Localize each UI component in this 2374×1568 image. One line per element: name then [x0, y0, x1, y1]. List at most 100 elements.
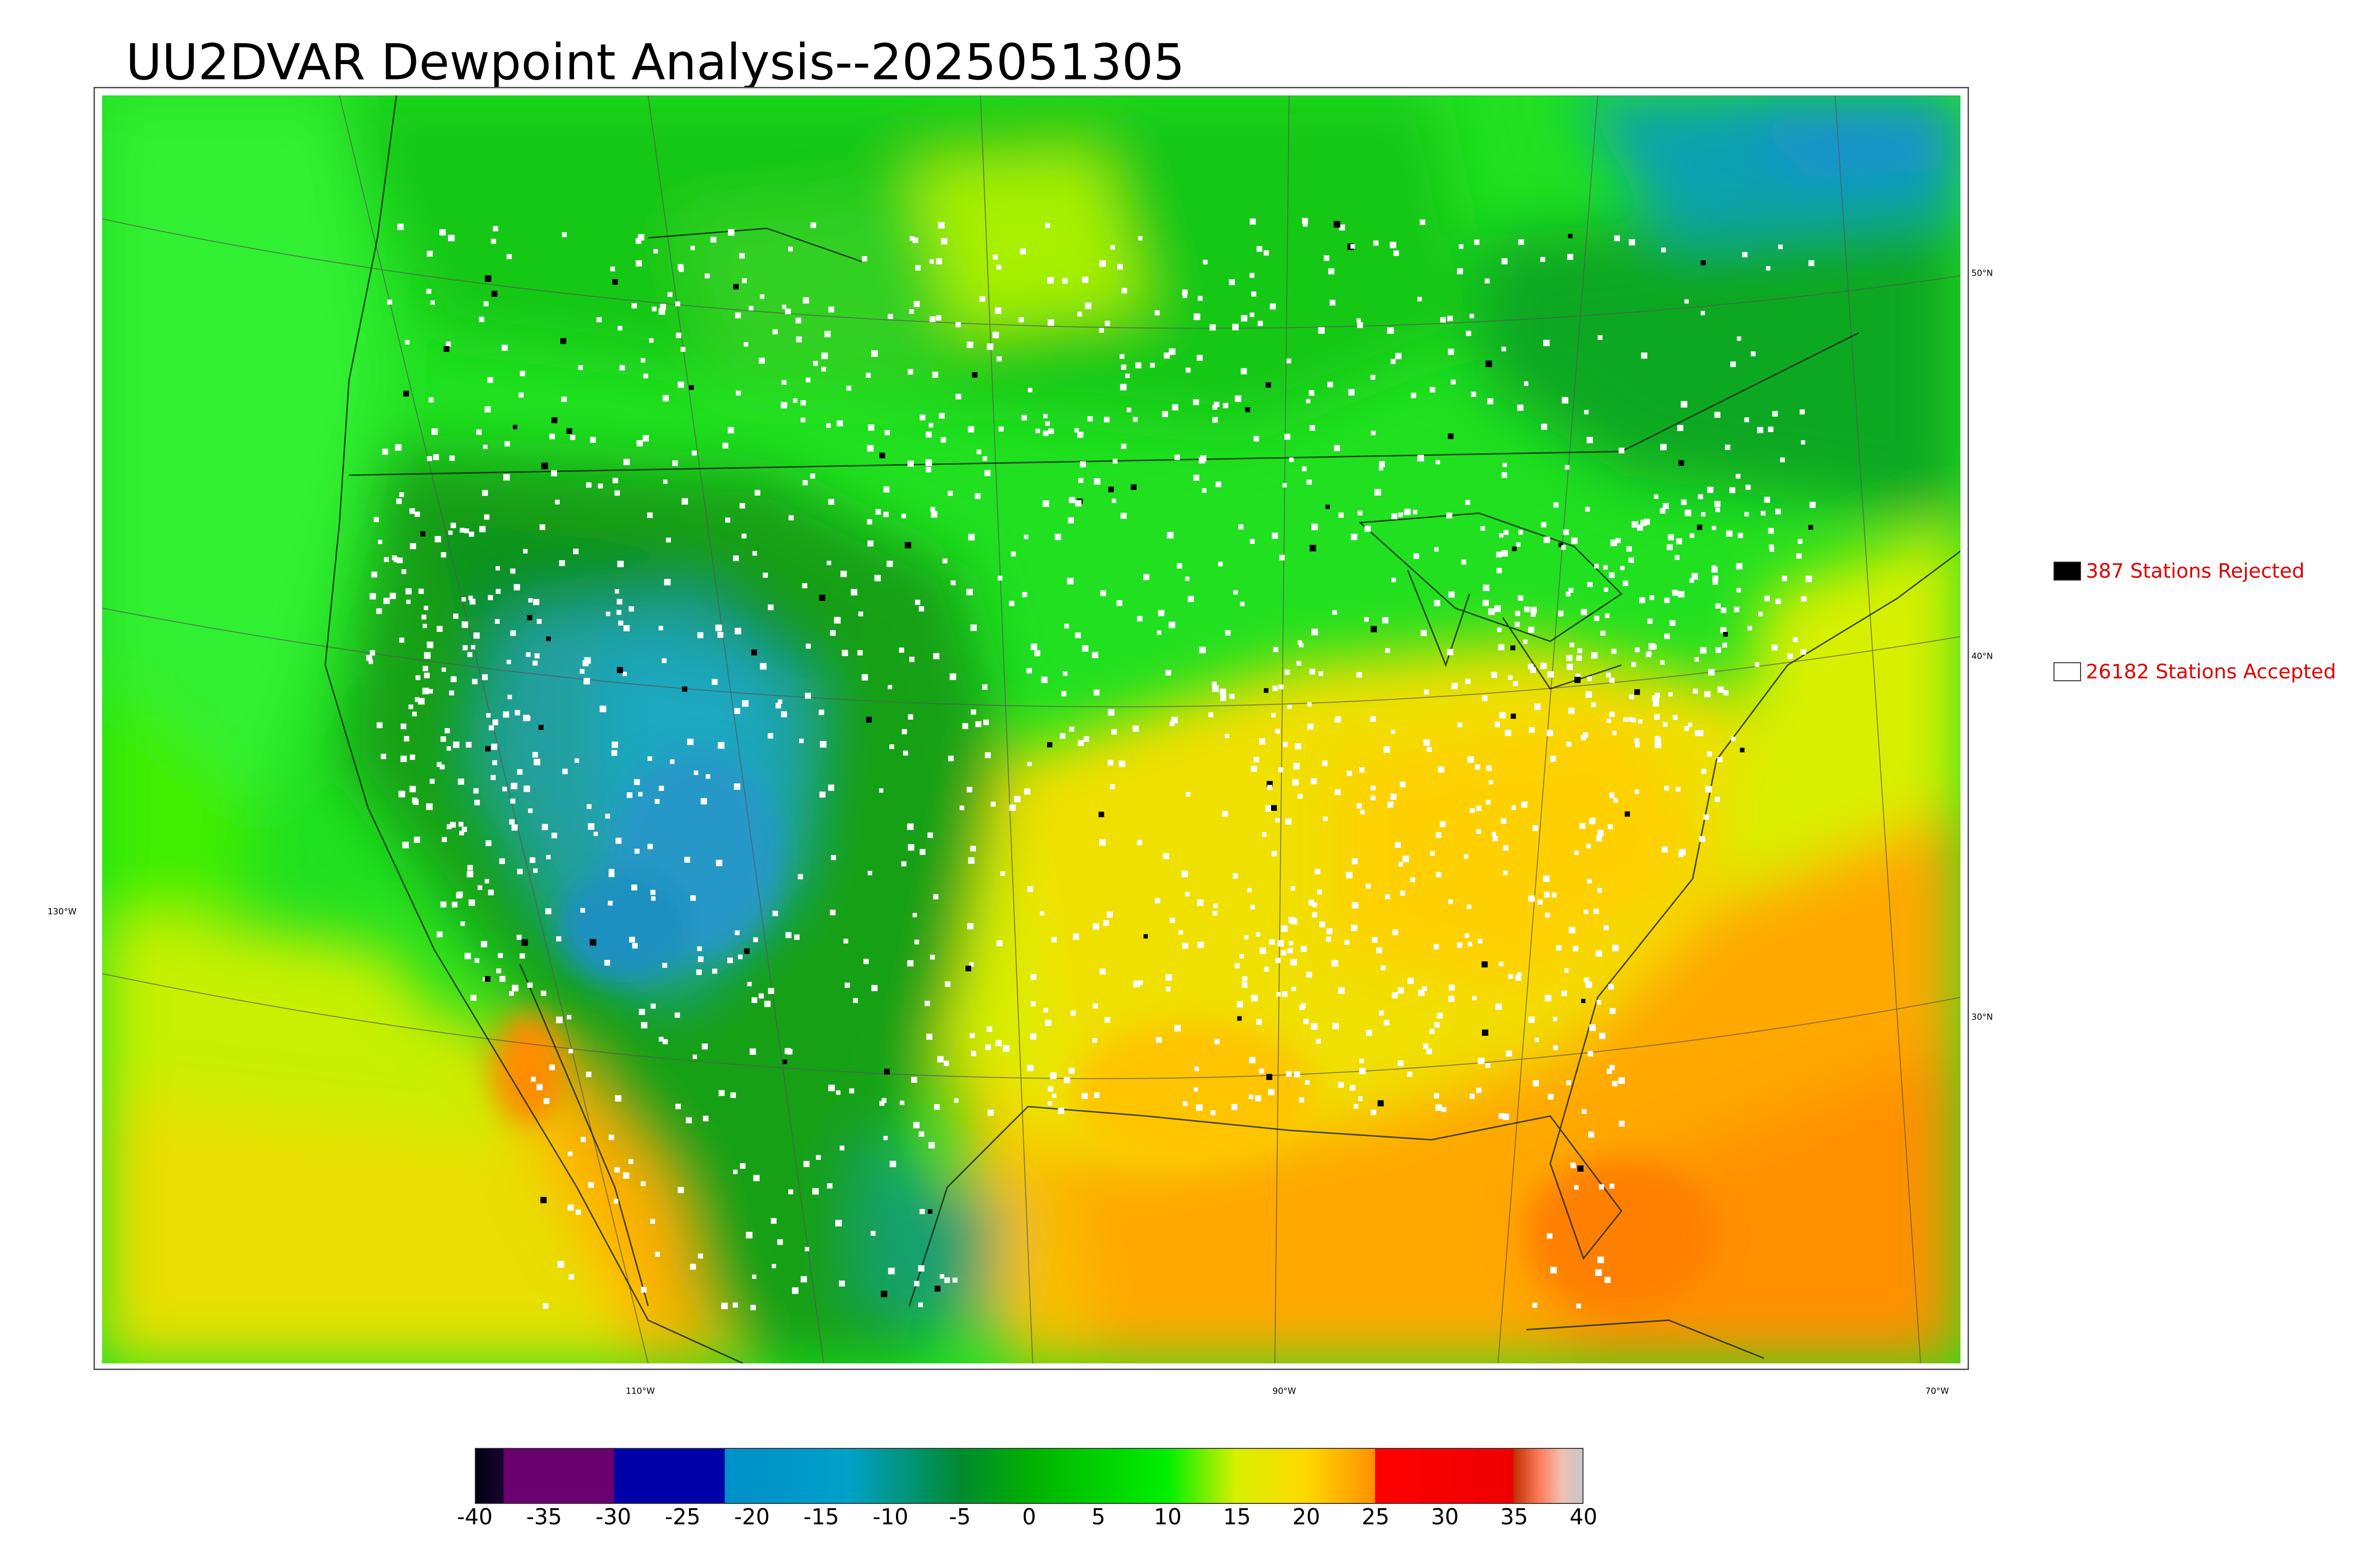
station-marker: [806, 644, 811, 649]
station-marker: [997, 265, 1002, 270]
station-marker: [426, 803, 433, 810]
station-marker: [864, 959, 869, 964]
station-marker: [1377, 1100, 1384, 1107]
station-marker: [374, 517, 379, 522]
station-marker: [740, 503, 745, 509]
station-marker: [410, 755, 415, 760]
station-marker: [615, 838, 622, 844]
station-marker: [1390, 242, 1396, 248]
station-marker: [941, 238, 948, 245]
station-marker: [520, 371, 525, 376]
station-marker: [1734, 607, 1739, 612]
station-marker: [1400, 781, 1405, 787]
station-marker: [1675, 555, 1679, 560]
station-marker: [830, 630, 836, 636]
station-marker: [1360, 810, 1365, 815]
station-marker: [1663, 722, 1667, 727]
station-marker: [641, 1287, 647, 1293]
station-marker: [1523, 639, 1527, 644]
station-marker: [1459, 244, 1464, 249]
station-marker: [733, 1303, 738, 1308]
station-marker: [1470, 314, 1474, 319]
station-marker: [1035, 650, 1040, 656]
station-marker: [590, 437, 596, 443]
station-marker: [423, 688, 429, 695]
station-marker: [930, 316, 935, 322]
station-marker: [1434, 547, 1439, 552]
station-marker: [914, 1281, 919, 1286]
station-marker: [1061, 691, 1066, 696]
station-marker: [1121, 288, 1127, 293]
station-marker: [1272, 533, 1278, 539]
station-marker: [409, 508, 415, 514]
station-marker: [988, 1110, 994, 1116]
station-marker: [788, 1189, 793, 1194]
station-marker: [858, 611, 863, 616]
station-marker: [510, 798, 515, 803]
station-marker: [427, 456, 432, 461]
station-marker: [812, 1188, 819, 1195]
station-marker: [1588, 1132, 1594, 1138]
station-marker: [1494, 605, 1501, 612]
station-marker: [587, 804, 592, 809]
station-marker: [1505, 730, 1511, 736]
station-marker: [1793, 637, 1798, 642]
station-marker: [750, 1049, 756, 1055]
station-marker: [387, 300, 392, 305]
station-marker: [925, 460, 932, 466]
colorbar-tick: -5: [949, 1504, 971, 1530]
station-marker: [1309, 390, 1315, 396]
station-marker: [1094, 478, 1101, 485]
station-marker: [1299, 1098, 1304, 1103]
station-marker: [1371, 626, 1377, 632]
station-marker: [1328, 268, 1335, 274]
station-marker: [1175, 455, 1180, 460]
station-marker: [1194, 1087, 1198, 1091]
station-marker: [390, 593, 396, 599]
station-marker: [1495, 722, 1500, 727]
station-marker: [932, 372, 938, 378]
station-marker: [1264, 250, 1269, 255]
dewpoint-colorbar: [475, 1448, 1583, 1504]
station-marker: [1077, 312, 1082, 317]
station-marker: [1478, 1058, 1485, 1064]
accepted-swatch: [2054, 662, 2081, 681]
station-marker: [1078, 740, 1083, 746]
station-marker: [543, 1303, 548, 1309]
station-marker: [1220, 689, 1226, 695]
station-marker: [1036, 429, 1040, 433]
station-marker: [991, 802, 996, 807]
station-marker: [1596, 836, 1602, 842]
station-marker: [1287, 359, 1291, 364]
station-marker: [968, 534, 975, 541]
station-marker: [851, 589, 857, 596]
station-marker: [1305, 1080, 1310, 1085]
station-marker: [1309, 669, 1315, 675]
station-marker: [1138, 236, 1142, 240]
colorbar-ticks: -40 -35 -30 -25 -20 -15 -10 -5 0 5 10 15 20 25 30 35 40: [475, 1504, 1583, 1537]
station-marker: [810, 473, 815, 479]
station-marker: [612, 478, 618, 484]
station-marker: [1515, 611, 1520, 616]
station-marker: [1676, 538, 1682, 545]
station-marker: [402, 842, 409, 848]
station-marker: [1222, 811, 1228, 817]
station-marker: [1488, 398, 1494, 404]
station-marker: [890, 1161, 896, 1167]
station-marker: [636, 260, 642, 266]
station-marker: [1685, 510, 1691, 516]
station-marker: [1502, 258, 1508, 264]
station-marker: [1347, 771, 1352, 776]
station-marker: [1259, 1069, 1264, 1074]
station-marker: [538, 725, 544, 730]
station-marker: [936, 315, 941, 320]
station-marker: [1328, 382, 1333, 387]
station-marker: [1212, 417, 1218, 423]
station-marker: [760, 663, 767, 670]
station-marker: [406, 600, 411, 604]
station-marker: [1268, 1089, 1274, 1095]
station-marker: [1528, 664, 1534, 669]
station-marker: [1075, 632, 1081, 638]
station-marker: [1775, 509, 1781, 515]
station-marker: [1586, 844, 1591, 848]
